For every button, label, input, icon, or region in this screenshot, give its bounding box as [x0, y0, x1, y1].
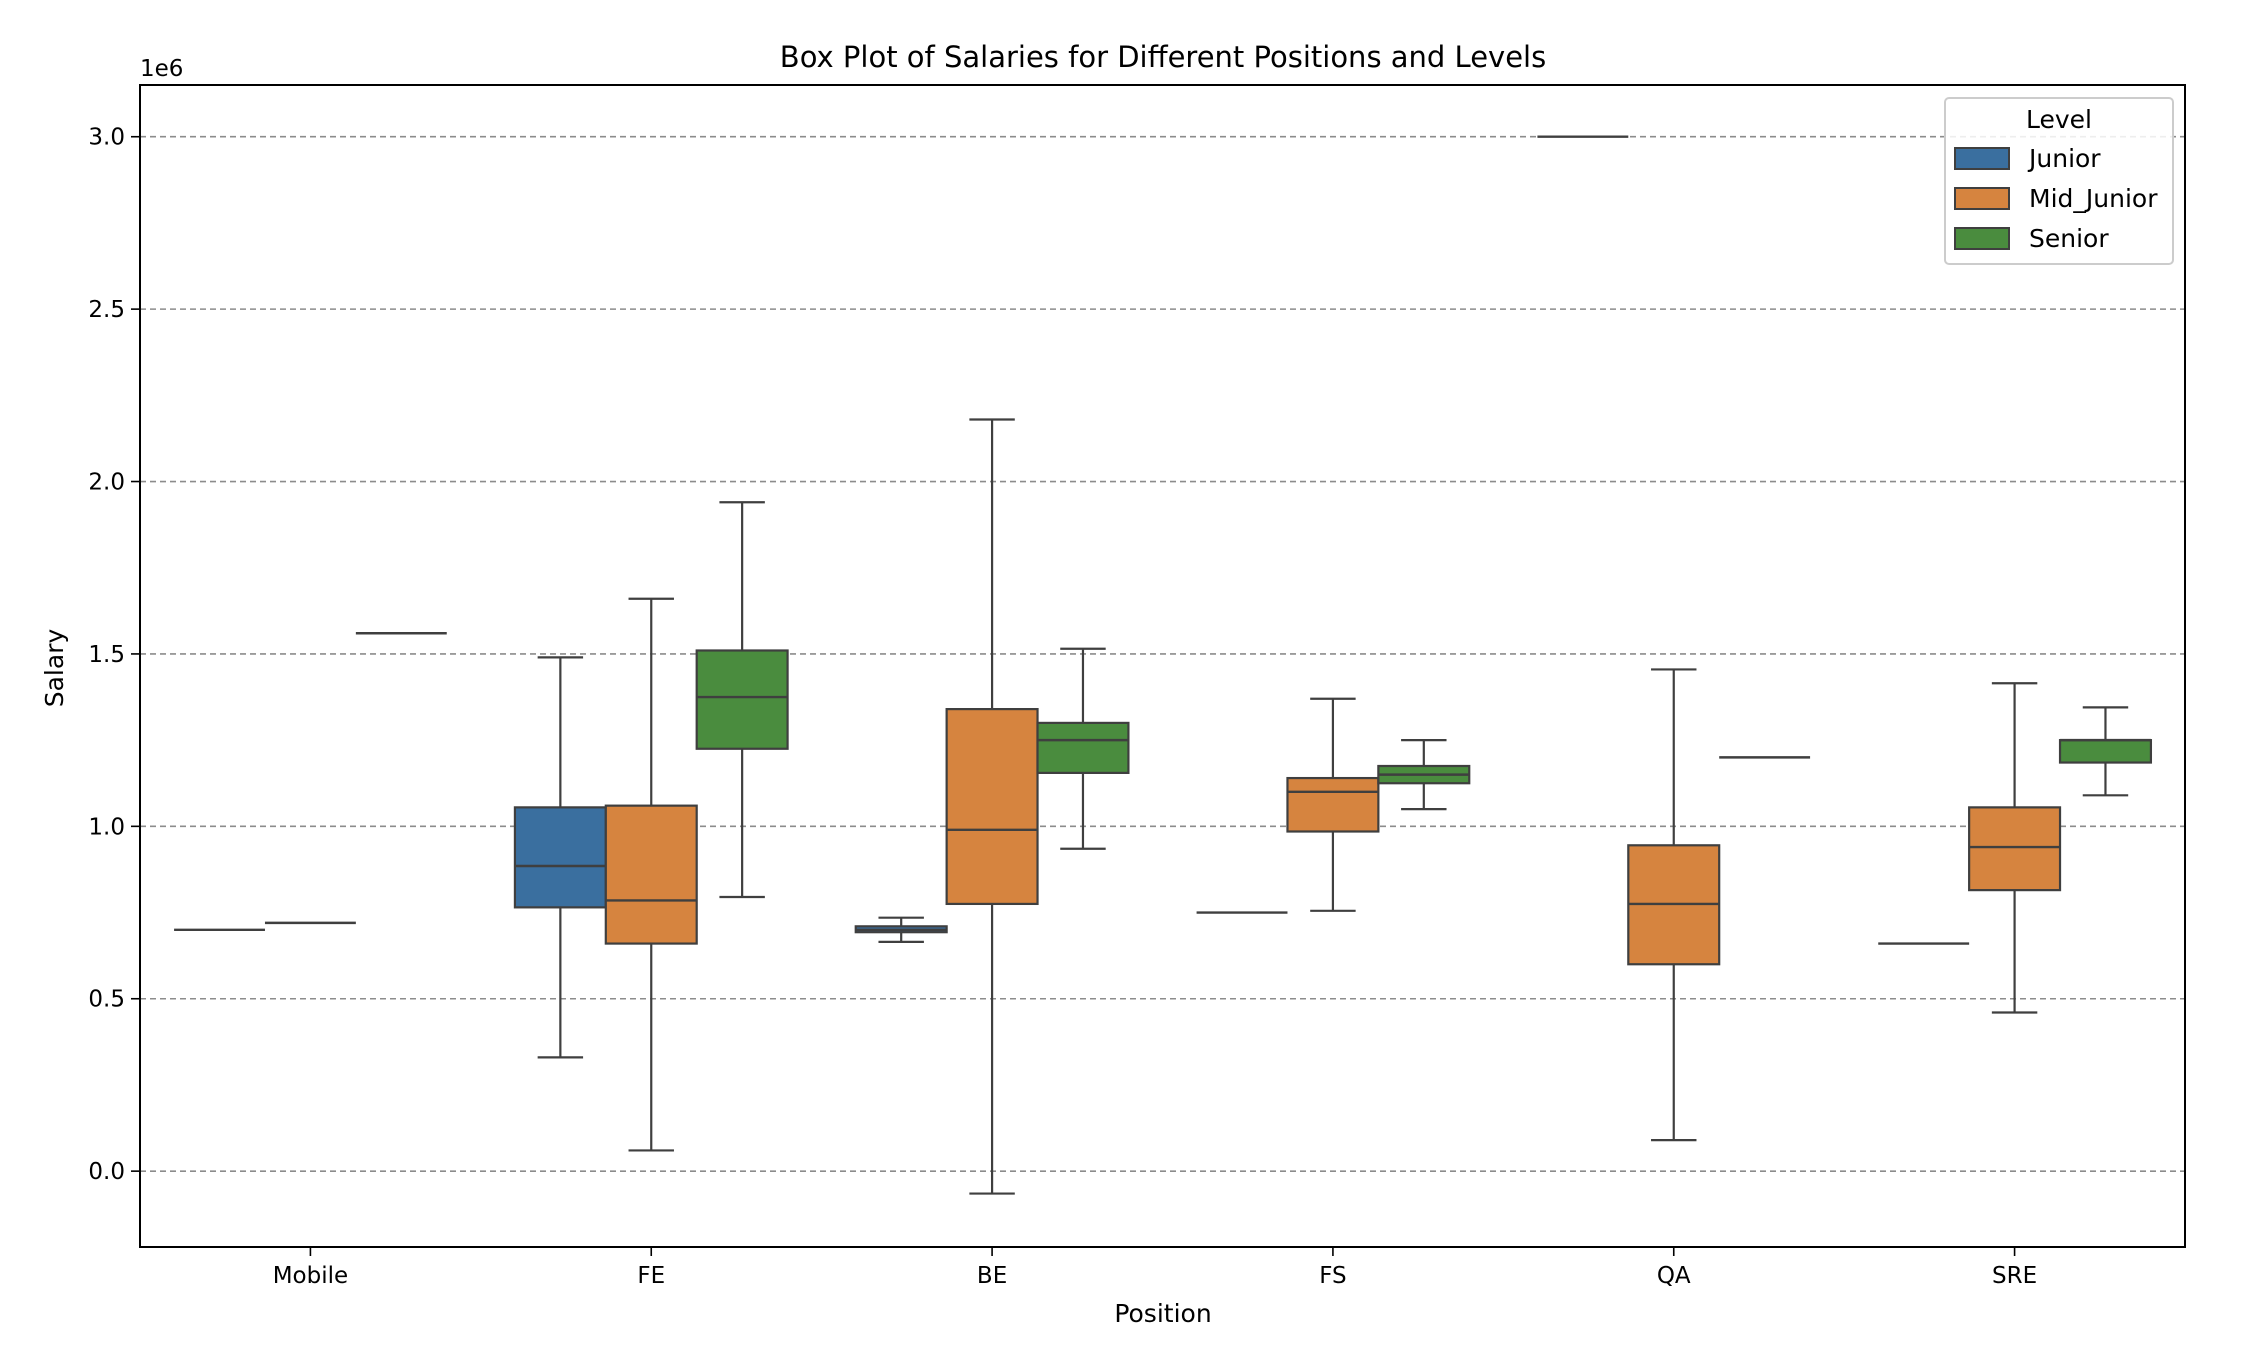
box-be-senior-body [1036, 721, 1130, 774]
box-be-mid-junior-body [945, 708, 1039, 906]
y-tick-label-6: 3.0 [88, 125, 125, 151]
box-be-senior [1036, 647, 1130, 850]
box-fe-senior-body [695, 649, 789, 750]
box-sre-mid-junior-body [1968, 806, 2062, 892]
legend-frame [1944, 97, 2174, 265]
box-fe-senior [695, 501, 789, 899]
box-sre-senior-body [2058, 739, 2153, 764]
boxes [174, 135, 2153, 1195]
x-tick-label-sre: SRE [1992, 1263, 2037, 1289]
box-fs-mid-junior [1286, 697, 1380, 912]
y-tick-label-3: 1.5 [88, 642, 125, 668]
y-multiplier-label: 1e6 [140, 56, 183, 82]
box-fs-senior [1377, 739, 1471, 811]
axes: 0.0 0.5 1.0 1.5 2.0 2.5 3.0 Mobile FE BE FS QA SRE [88, 125, 2037, 1289]
x-tick-label-be: BE [977, 1263, 1007, 1289]
x-tick-label-fs: FS [1319, 1263, 1346, 1289]
x-axis-label: Position [1114, 1299, 1211, 1328]
legend-label-senior: Senior [2029, 224, 2109, 253]
plot-frame [139, 84, 2186, 1248]
box-sre-mid-junior [1968, 682, 2062, 1014]
y-tick-label-4: 2.0 [88, 470, 125, 496]
box-fe-mid-junior [604, 597, 698, 1152]
legend-title: Level [2026, 105, 2092, 134]
legend-label-junior: Junior [2027, 144, 2101, 173]
box-fe-mid-junior-body [604, 804, 698, 945]
y-tick-label-1: 0.5 [88, 987, 125, 1013]
chart-title: Box Plot of Salaries for Different Posit… [780, 40, 1546, 74]
y-tick-label-2: 1.0 [88, 814, 125, 840]
grid-lines [140, 135, 2185, 1172]
x-tick-label-qa: QA [1657, 1263, 1691, 1289]
y-axis-label: Salary [40, 629, 69, 708]
box-be-junior [854, 916, 948, 943]
y-tick-label-0: 0.0 [88, 1159, 125, 1185]
box-fe-junior [513, 656, 607, 1059]
legend: Level Junior Mid_Junior Senior [1944, 97, 2174, 265]
box-be-mid-junior [945, 418, 1039, 1195]
legend-swatch-mid-junior [1954, 187, 2010, 210]
legend-swatch-junior [1954, 147, 2010, 170]
box-fe-junior-body [513, 806, 607, 909]
box-qa-mid-junior [1627, 668, 1721, 1142]
x-tick-label-mobile: Mobile [273, 1263, 348, 1289]
box-sre-senior [2058, 706, 2153, 797]
x-tick-label-fe: FE [637, 1263, 665, 1289]
legend-swatch-senior [1954, 227, 2010, 250]
y-tick-label-5: 2.5 [88, 297, 125, 323]
box-fs-mid-junior-body [1286, 776, 1380, 833]
legend-label-mid-junior: Mid_Junior [2029, 184, 2158, 213]
